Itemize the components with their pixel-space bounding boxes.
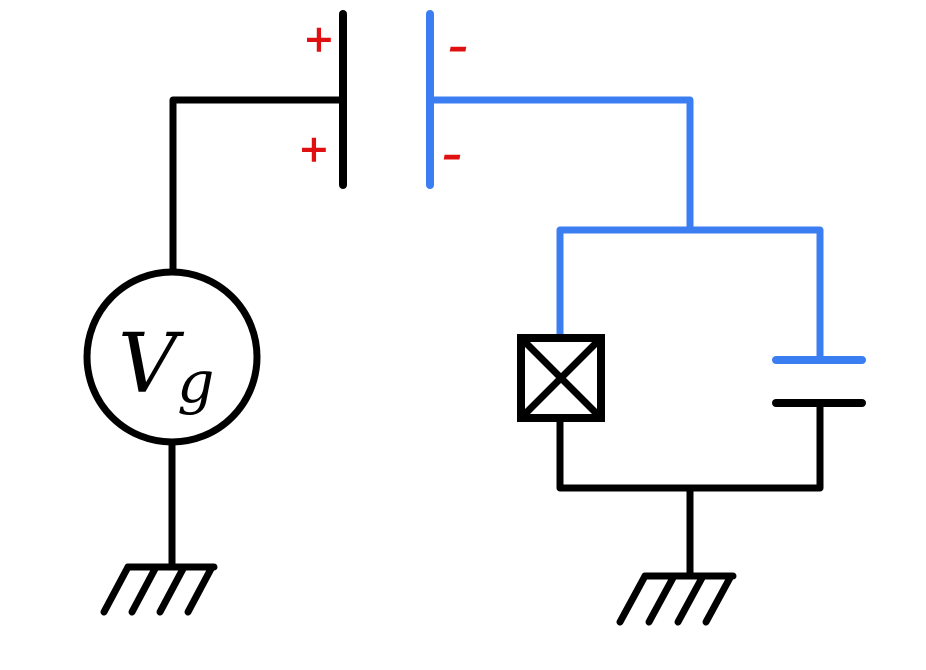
island-wire-main <box>426 96 694 234</box>
gate-capacitor <box>339 10 434 189</box>
voltage-source-label-sub: g <box>177 348 214 416</box>
minus-charge-top: – <box>448 23 468 70</box>
island-wire-split <box>556 226 824 364</box>
voltage-source-label: Vg <box>118 317 214 416</box>
gate-wire-top <box>169 96 347 276</box>
ground-icon <box>100 563 218 616</box>
voltage-source-label-main: V <box>118 317 185 412</box>
return-branch <box>556 399 866 626</box>
ground-icon <box>616 572 737 626</box>
charge-markers: + + – – <box>298 16 468 178</box>
plus-charge-bottom: + <box>298 126 330 171</box>
minus-charge-bottom: – <box>442 131 462 178</box>
island-wires <box>426 96 866 364</box>
plus-charge-top: + <box>303 16 335 61</box>
josephson-junction-icon <box>517 334 605 422</box>
gate-branch: Vg <box>83 96 347 616</box>
